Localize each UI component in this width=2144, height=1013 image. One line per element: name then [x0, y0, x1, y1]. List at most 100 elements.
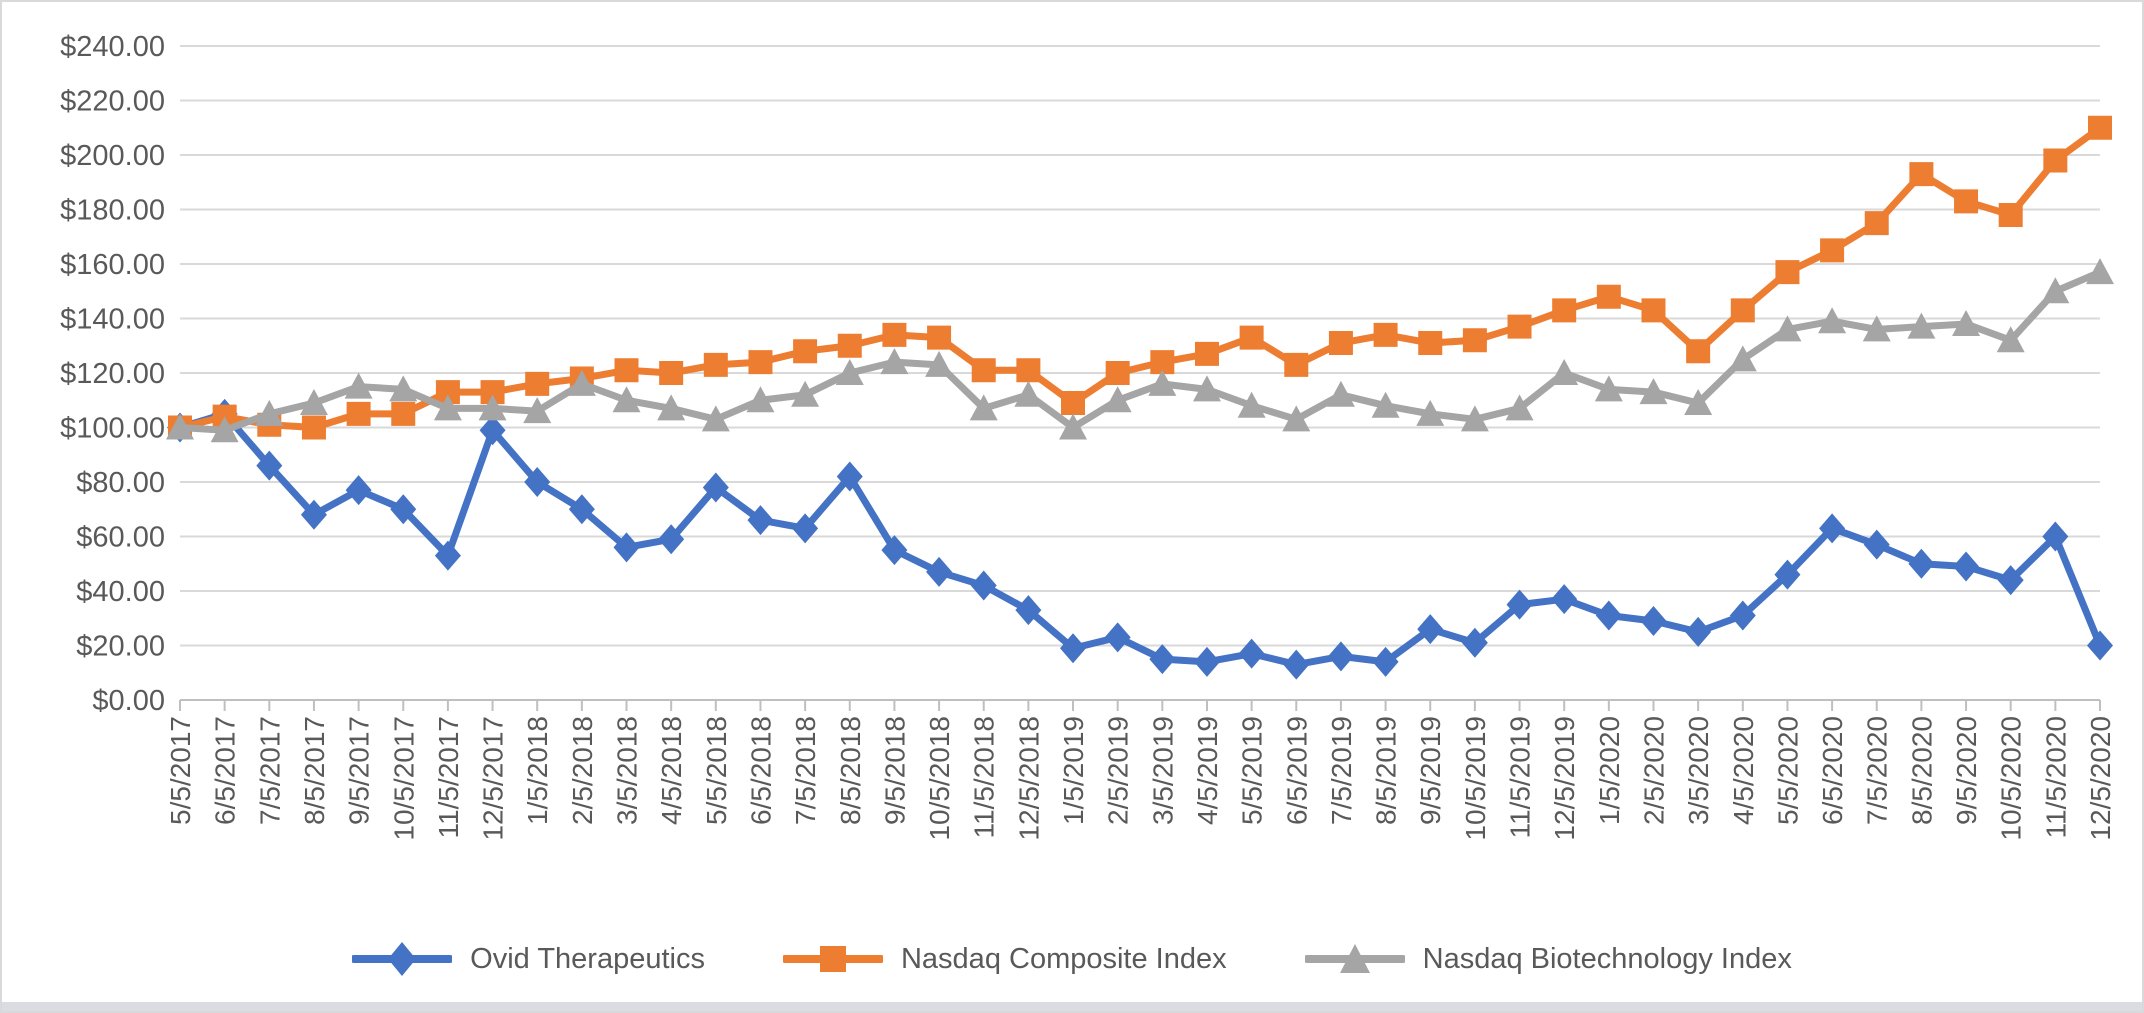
data-point-marker: [1326, 380, 1355, 407]
data-point-marker: [1148, 369, 1177, 396]
data-point-marker: [926, 556, 953, 587]
data-point-marker: [1640, 605, 1667, 636]
x-tick-label: 11/5/2017: [433, 716, 464, 839]
x-tick-label: 12/5/2020: [2085, 716, 2116, 841]
data-point-marker: [1059, 413, 1088, 440]
data-point-marker: [1462, 328, 1487, 353]
x-tick-label: 9/5/2018: [879, 716, 910, 825]
data-point-marker: [2043, 148, 2068, 173]
data-point-marker: [612, 386, 641, 413]
x-tick-label: 4/5/2018: [656, 716, 687, 825]
y-tick-label: $160.00: [60, 249, 165, 281]
y-tick-label: $140.00: [60, 304, 165, 336]
y-tick-label: $80.00: [76, 467, 165, 499]
data-point-marker: [524, 467, 551, 497]
x-tick-label: 2/5/2019: [1103, 716, 1134, 825]
data-point-marker: [1909, 162, 1934, 187]
x-tick-label: 7/5/2017: [254, 716, 285, 825]
x-tick-label: 11/5/2020: [2040, 716, 2071, 839]
data-point-marker: [1105, 361, 1130, 385]
data-point-marker: [1373, 322, 1398, 347]
data-point-marker: [1953, 551, 1980, 582]
data-point-marker: [927, 325, 952, 350]
data-point-marker: [881, 535, 908, 566]
data-point-marker: [1641, 298, 1666, 323]
data-point-marker: [657, 394, 686, 421]
data-point-marker: [478, 394, 507, 421]
data-point-marker: [1595, 600, 1622, 631]
data-point-marker: [2041, 277, 2070, 304]
data-point-marker: [299, 388, 328, 415]
data-point-marker: [1371, 391, 1400, 418]
data-point-marker: [1908, 548, 1935, 579]
series-markers-nasdaq-composite-index: [168, 115, 2112, 440]
x-tick-label: 8/5/2017: [299, 716, 330, 825]
x-tick-label: 3/5/2018: [612, 716, 643, 825]
data-point-marker: [1505, 394, 1534, 421]
x-tick-label: 5/5/2018: [701, 716, 732, 825]
x-tick-label: 9/5/2017: [344, 716, 375, 825]
data-point-marker: [434, 540, 461, 571]
x-tick-label: 3/5/2020: [1683, 716, 1714, 825]
x-tick-label: 4/5/2019: [1192, 716, 1223, 825]
data-point-marker: [1193, 646, 1220, 677]
legend-item-nasdaq-biotechnology: Nasdaq Biotechnology Index: [1304, 937, 1792, 981]
data-point-marker: [1730, 298, 1755, 323]
y-tick-label: $220.00: [60, 86, 165, 118]
data-point-marker: [658, 524, 685, 555]
data-point-marker: [1283, 649, 1310, 680]
data-point-marker: [1774, 559, 1801, 590]
data-point-marker: [345, 475, 372, 506]
data-point-marker: [1686, 339, 1711, 364]
data-point-marker: [747, 505, 774, 536]
y-tick-label: $100.00: [60, 413, 165, 445]
x-tick-label: 11/5/2018: [969, 716, 1000, 839]
data-point-marker: [435, 380, 460, 405]
data-point-marker: [1907, 312, 1936, 339]
series-nasdaq-composite-index: [168, 115, 2112, 440]
x-tick-label: 10/5/2019: [1460, 716, 1491, 841]
y-tick-label: $20.00: [76, 631, 165, 663]
data-point-marker: [1773, 315, 1802, 342]
y-tick-label: $40.00: [76, 576, 165, 608]
x-tick-label: 12/5/2017: [478, 716, 509, 841]
legend-item-nasdaq-composite: Nasdaq Composite Index: [782, 937, 1227, 981]
legend-label: Nasdaq Composite Index: [900, 942, 1227, 975]
x-tick-label: 1/5/2018: [522, 716, 553, 825]
x-tick-label: 6/5/2018: [745, 716, 776, 825]
data-point-marker: [479, 415, 506, 446]
x-tick-label: 4/5/2020: [1728, 716, 1759, 825]
x-tick-label: 8/5/2019: [1371, 716, 1402, 825]
data-point-marker: [1372, 646, 1399, 677]
data-point-marker: [702, 472, 729, 503]
series-markers-nasdaq-biotechnology-index: [166, 258, 2114, 443]
x-tick-label: 12/5/2018: [1013, 716, 1044, 841]
data-point-marker: [389, 375, 418, 402]
x-tick-label: 2/5/2020: [1638, 716, 1669, 825]
data-point-marker: [1239, 325, 1264, 350]
x-tick-label: 1/5/2020: [1594, 716, 1625, 825]
legend-label: Nasdaq Biotechnology Index: [1422, 942, 1792, 975]
data-point-marker: [1864, 211, 1889, 236]
gridlines: [180, 45, 2100, 647]
x-tick-label: 6/5/2019: [1281, 716, 1312, 825]
data-point-marker: [793, 339, 818, 364]
series-line-ovid-therapeutics: [178, 410, 2104, 669]
data-point-marker: [925, 350, 954, 377]
x-tick-label: 5/5/2019: [1237, 716, 1268, 825]
data-point-marker: [969, 394, 998, 421]
data-point-marker: [255, 399, 284, 426]
legend-marker-triangle-icon: [1304, 944, 1405, 973]
data-point-marker: [1819, 513, 1846, 544]
x-tick-label: 8/5/2018: [835, 716, 866, 825]
window-edge-strip: [2, 1002, 2142, 1011]
y-tick-label: $240.00: [60, 31, 165, 63]
data-point-marker: [1104, 622, 1131, 653]
x-tick-label: 10/5/2018: [924, 716, 955, 841]
data-point-marker: [1194, 341, 1219, 366]
data-point-marker: [2086, 258, 2114, 285]
x-tick-label: 12/5/2019: [1549, 716, 1580, 841]
data-point-marker: [1149, 644, 1176, 675]
data-point-marker: [210, 416, 239, 443]
